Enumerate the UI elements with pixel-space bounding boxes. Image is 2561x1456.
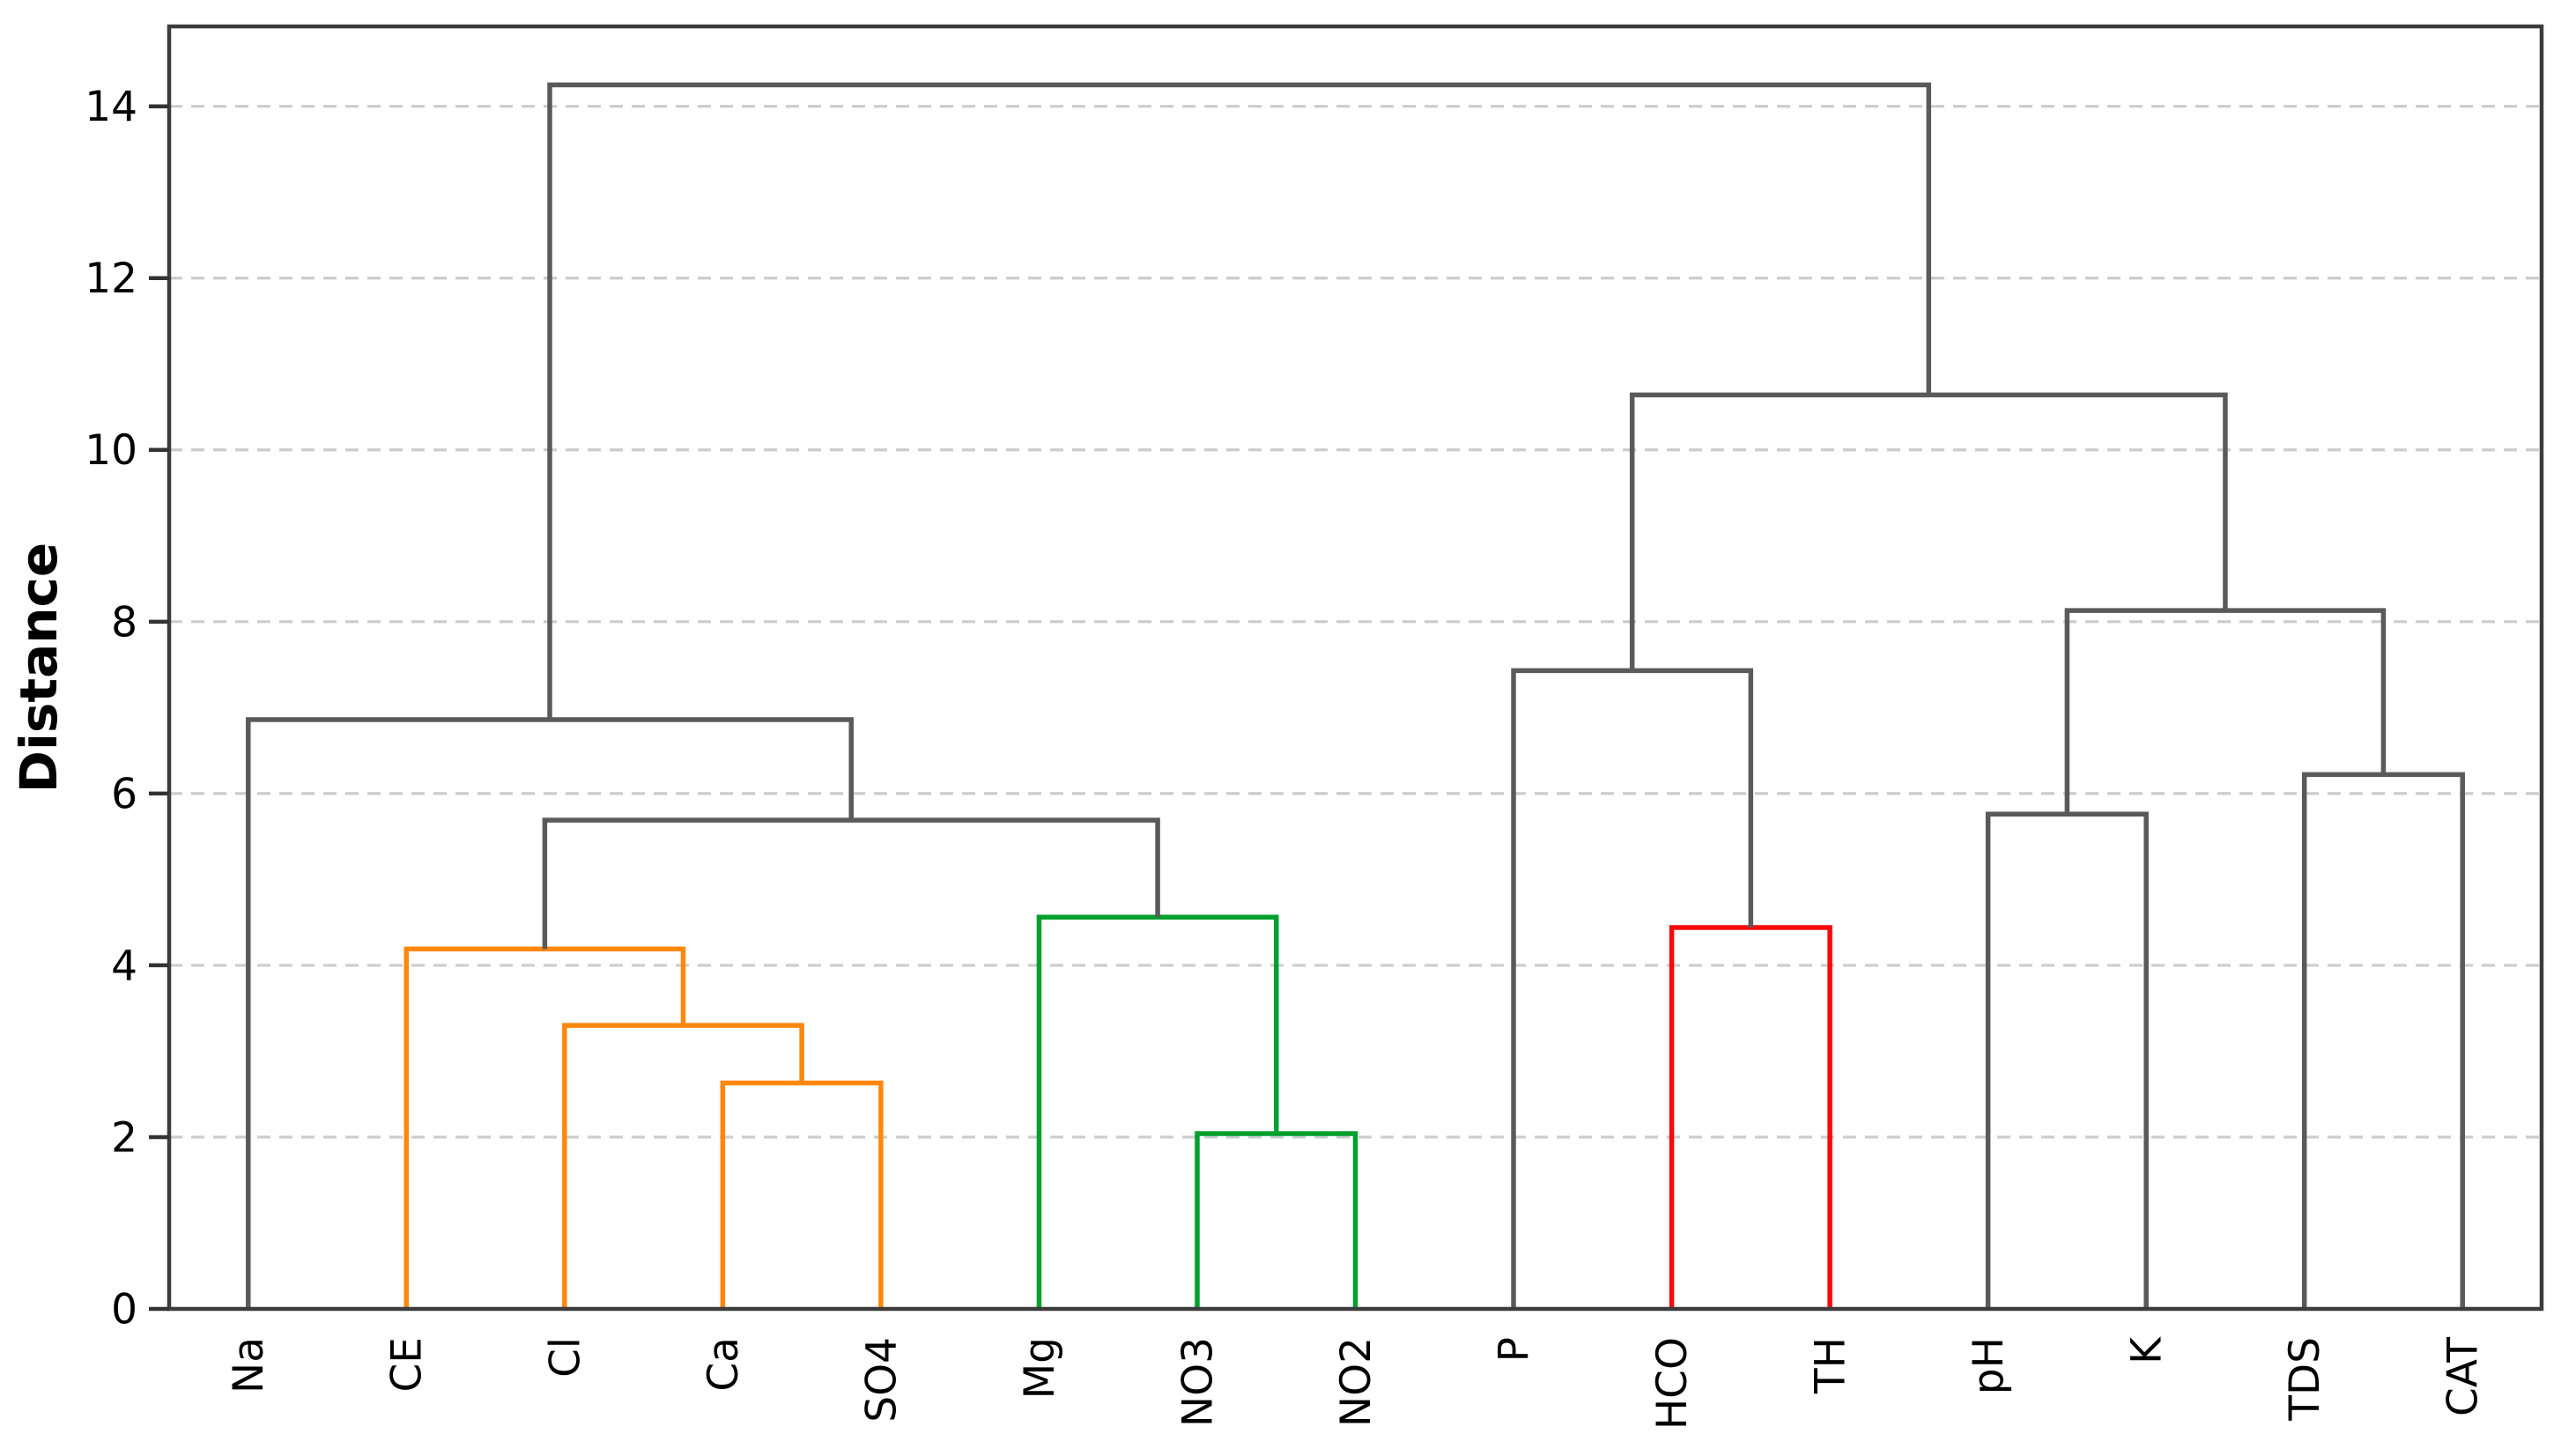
x-axis-label-Cl: Cl — [541, 1337, 589, 1378]
y-tick-label: 12 — [85, 255, 137, 303]
cluster-link — [1511, 668, 1754, 1309]
cluster-link — [1629, 392, 2228, 671]
y-tick-label: 8 — [111, 598, 137, 647]
x-axis-label-K: K — [2123, 1336, 2172, 1364]
cluster-link — [2064, 608, 2387, 815]
x-axis-label-SO4: SO4 — [857, 1337, 906, 1423]
cluster-link — [1669, 925, 1832, 1309]
cluster-link — [403, 946, 686, 1309]
x-axis-label-TDS: TDS — [2281, 1337, 2329, 1422]
plot-border — [167, 24, 2544, 1312]
cluster-link — [246, 717, 854, 1309]
y-axis-title: Distance — [9, 543, 69, 793]
y-tick-label: 14 — [85, 83, 137, 131]
y-tick-label: 4 — [111, 942, 137, 990]
x-axis-label-HCO: HCO — [1648, 1337, 1697, 1430]
cluster-link — [542, 817, 1160, 950]
x-axis-label-TH: TH — [1807, 1337, 1855, 1394]
cluster-link — [1195, 1131, 1358, 1309]
y-axis: 0 2 4 6 8 10 12 14 — [85, 83, 169, 1334]
y-tick-label: 6 — [111, 770, 137, 818]
cluster-link — [720, 1080, 884, 1309]
cluster-link — [2301, 772, 2465, 1309]
x-axis-label-NO3: NO3 — [1173, 1337, 1222, 1427]
x-axis-label-CAT: CAT — [2439, 1337, 2488, 1416]
x-axis-label-P: P — [1490, 1337, 1538, 1362]
x-axis-label-Na: Na — [225, 1337, 273, 1393]
cluster-link — [1985, 811, 2149, 1309]
y-tick-label: 2 — [111, 1113, 137, 1162]
linkage-links — [246, 82, 2465, 1309]
x-axis-label-Ca: Ca — [699, 1337, 748, 1392]
y-tick-label: 0 — [111, 1285, 137, 1334]
x-axis-label-Mg: Mg — [1016, 1337, 1064, 1399]
cluster-link — [562, 1023, 804, 1309]
x-axis-label-pH: pH — [1965, 1337, 2013, 1394]
x-axis-label-NO2: NO2 — [1332, 1337, 1380, 1427]
gridlines — [169, 105, 2542, 1139]
cluster-link — [547, 82, 1932, 721]
cluster-link — [1036, 914, 1279, 1309]
x-axis: Na CE Cl Ca SO4 Mg NO3 NO2 P HCO TH pH K TDS CAT — [225, 1336, 2487, 1430]
y-tick-label: 10 — [85, 426, 137, 475]
x-axis-label-CE: CE — [383, 1337, 432, 1393]
